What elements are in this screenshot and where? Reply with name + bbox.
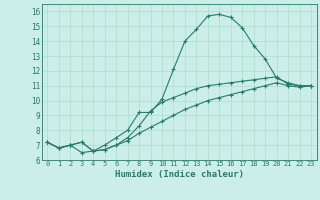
X-axis label: Humidex (Indice chaleur): Humidex (Indice chaleur) bbox=[115, 170, 244, 179]
